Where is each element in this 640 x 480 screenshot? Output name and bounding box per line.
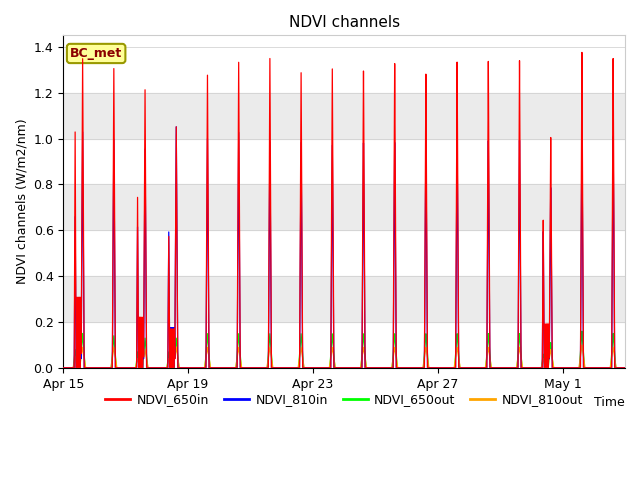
Title: NDVI channels: NDVI channels xyxy=(289,15,400,30)
Text: BC_met: BC_met xyxy=(70,47,122,60)
X-axis label: Time: Time xyxy=(595,396,625,409)
Legend: NDVI_650in, NDVI_810in, NDVI_650out, NDVI_810out: NDVI_650in, NDVI_810in, NDVI_650out, NDV… xyxy=(100,388,588,411)
Y-axis label: NDVI channels (W/m2/nm): NDVI channels (W/m2/nm) xyxy=(15,119,28,284)
Bar xyxy=(63,93,625,139)
Bar xyxy=(63,276,625,322)
Bar xyxy=(63,184,625,230)
